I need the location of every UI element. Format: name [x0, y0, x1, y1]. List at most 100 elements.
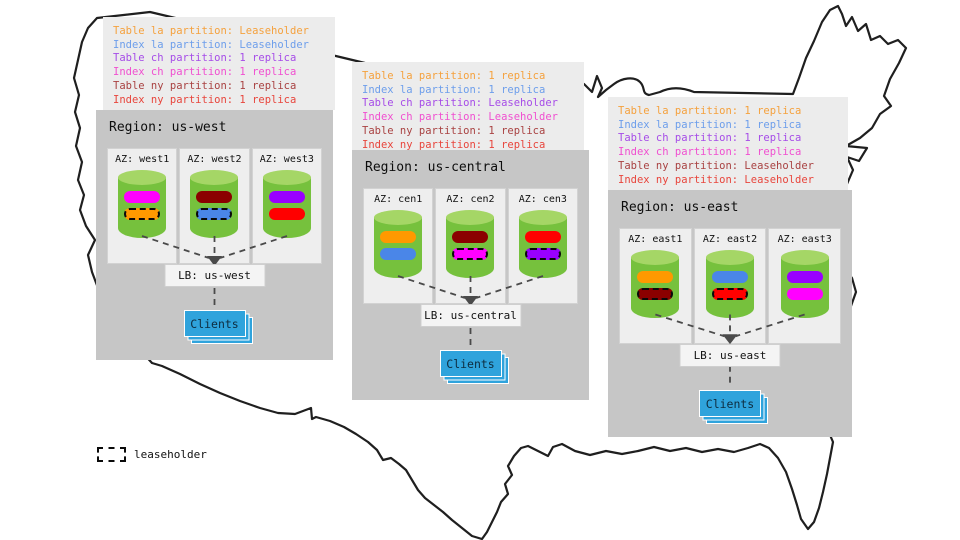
partition-bar: [637, 271, 674, 283]
clients-box: Clients: [439, 350, 502, 377]
load-balancer: LB: us-east: [679, 344, 781, 367]
region-us-east: Region: us-east AZ: east1 AZ: east2: [608, 190, 852, 437]
az-label: AZ: west2: [187, 154, 242, 165]
legend-line: Table la partition: Leaseholder: [113, 25, 309, 37]
cylinder-top: [706, 250, 754, 265]
partition-bars: [268, 191, 305, 220]
database-cylinder-icon: [118, 170, 167, 238]
partition-bar: [524, 248, 561, 260]
partition-bars: [712, 271, 748, 300]
connector-lines: [397, 275, 544, 349]
legend-line: Table la partition: 1 replica: [362, 70, 546, 82]
legend-line: Table ny partition: 1 replica: [113, 79, 297, 92]
az-label: AZ: east1: [628, 234, 683, 245]
legend-line: Table ch partition: 1 replica: [618, 132, 802, 145]
cylinder-body: [706, 257, 754, 318]
region-title: Region: us-west: [109, 120, 227, 135]
partition-legend-us-west: Table la partition: Leaseholder Index la…: [103, 17, 335, 110]
leaseholder-key: leaseholder: [97, 447, 207, 462]
cylinder-top: [374, 210, 423, 225]
cylinder-top: [631, 250, 680, 265]
partition-bar: [196, 191, 233, 203]
cylinder-top: [518, 210, 567, 225]
cylinder-body: [374, 217, 423, 278]
clients-box: Clients: [183, 310, 246, 337]
database-cylinder-icon: [706, 250, 754, 318]
cylinder-top: [446, 210, 495, 225]
legend-line: Table ch partition: Leaseholder: [362, 97, 558, 110]
az-row: AZ: cen1 AZ: cen2: [363, 188, 578, 304]
cylinder-body: [780, 257, 829, 318]
partition-bar: [380, 248, 417, 260]
partition-bar: [712, 288, 748, 300]
region-us-west: Region: us-west AZ: west1 AZ: west2: [96, 110, 333, 360]
partition-bar: [452, 248, 489, 260]
load-balancer: LB: us-west: [164, 264, 265, 287]
us-map-path: [72, 4, 908, 540]
az-cell-west3: AZ: west3: [251, 148, 322, 264]
database-cylinder-icon: [190, 170, 239, 238]
region-title: Region: us-central: [365, 160, 506, 175]
partition-bar: [196, 208, 233, 220]
legend-line: Index ch partition: 1 replica: [618, 146, 802, 159]
az-cell-east2: AZ: east2: [693, 228, 767, 344]
database-cylinder-icon: [262, 170, 311, 238]
az-label: AZ: west1: [115, 154, 170, 165]
az-cell-east3: AZ: east3: [768, 228, 842, 344]
database-cylinder-icon: [780, 250, 829, 318]
az-cell-cen2: AZ: cen2: [435, 188, 506, 304]
cylinder-top: [780, 250, 829, 265]
partition-bars: [524, 231, 561, 260]
partition-bar: [124, 191, 161, 203]
partition-bar: [712, 271, 748, 283]
az-label: AZ: cen1: [374, 194, 423, 205]
az-label: AZ: cen2: [446, 194, 495, 205]
partition-bars: [452, 231, 489, 260]
az-cell-cen1: AZ: cen1: [363, 188, 434, 304]
legend-line: Index ny partition: 1 replica: [362, 138, 546, 151]
database-cylinder-icon: [518, 210, 567, 278]
partition-bars: [637, 271, 674, 300]
legend-line: Table ny partition: 1 replica: [362, 124, 546, 137]
partition-bar: [786, 288, 823, 300]
partition-bar: [452, 231, 489, 243]
database-cylinder-icon: [446, 210, 495, 278]
legend-line: Index ny partition: 1 replica: [113, 93, 297, 106]
database-cylinder-icon: [374, 210, 423, 278]
partition-bars: [196, 191, 233, 220]
az-label: AZ: east3: [777, 234, 832, 245]
clients-stack: Clients: [183, 310, 253, 344]
load-balancer: LB: us-central: [420, 304, 521, 327]
database-cylinder-icon: [631, 250, 680, 318]
cylinder-body: [446, 217, 495, 278]
partition-legend-us-east: Table la partition: 1 replica Index la p…: [608, 97, 848, 190]
cylinder-top: [118, 170, 167, 185]
partition-bar: [268, 191, 305, 203]
legend-line: Index la partition: 1 replica: [618, 118, 802, 131]
az-cell-west2: AZ: west2: [179, 148, 250, 264]
region-title: Region: us-east: [621, 200, 739, 215]
legend-line: Table ny partition: Leaseholder: [618, 159, 814, 172]
partition-bars: [124, 191, 161, 220]
cylinder-body: [518, 217, 567, 278]
partition-bar: [637, 288, 674, 300]
cylinder-top: [190, 170, 239, 185]
az-cell-east1: AZ: east1: [619, 228, 692, 344]
partition-bar: [786, 271, 823, 283]
legend-line: Index la partition: Leaseholder: [113, 38, 309, 51]
legend-line: Table ch partition: 1 replica: [113, 52, 297, 65]
cylinder-body: [190, 177, 239, 238]
region-us-central: Region: us-central AZ: cen1 AZ: cen2: [352, 150, 589, 400]
az-label: AZ: cen3: [518, 194, 567, 205]
partition-bar: [380, 231, 417, 243]
clients-stack: Clients: [699, 390, 768, 424]
legend-line: Table la partition: 1 replica: [618, 105, 802, 117]
clients-box: Clients: [699, 390, 761, 417]
cylinder-body: [262, 177, 311, 238]
partition-bar: [124, 208, 161, 220]
partition-legend-us-central: Table la partition: 1 replica Index la p…: [352, 62, 584, 155]
legend-line: Index ny partition: Leaseholder: [618, 173, 814, 186]
az-cell-cen3: AZ: cen3: [507, 188, 578, 304]
